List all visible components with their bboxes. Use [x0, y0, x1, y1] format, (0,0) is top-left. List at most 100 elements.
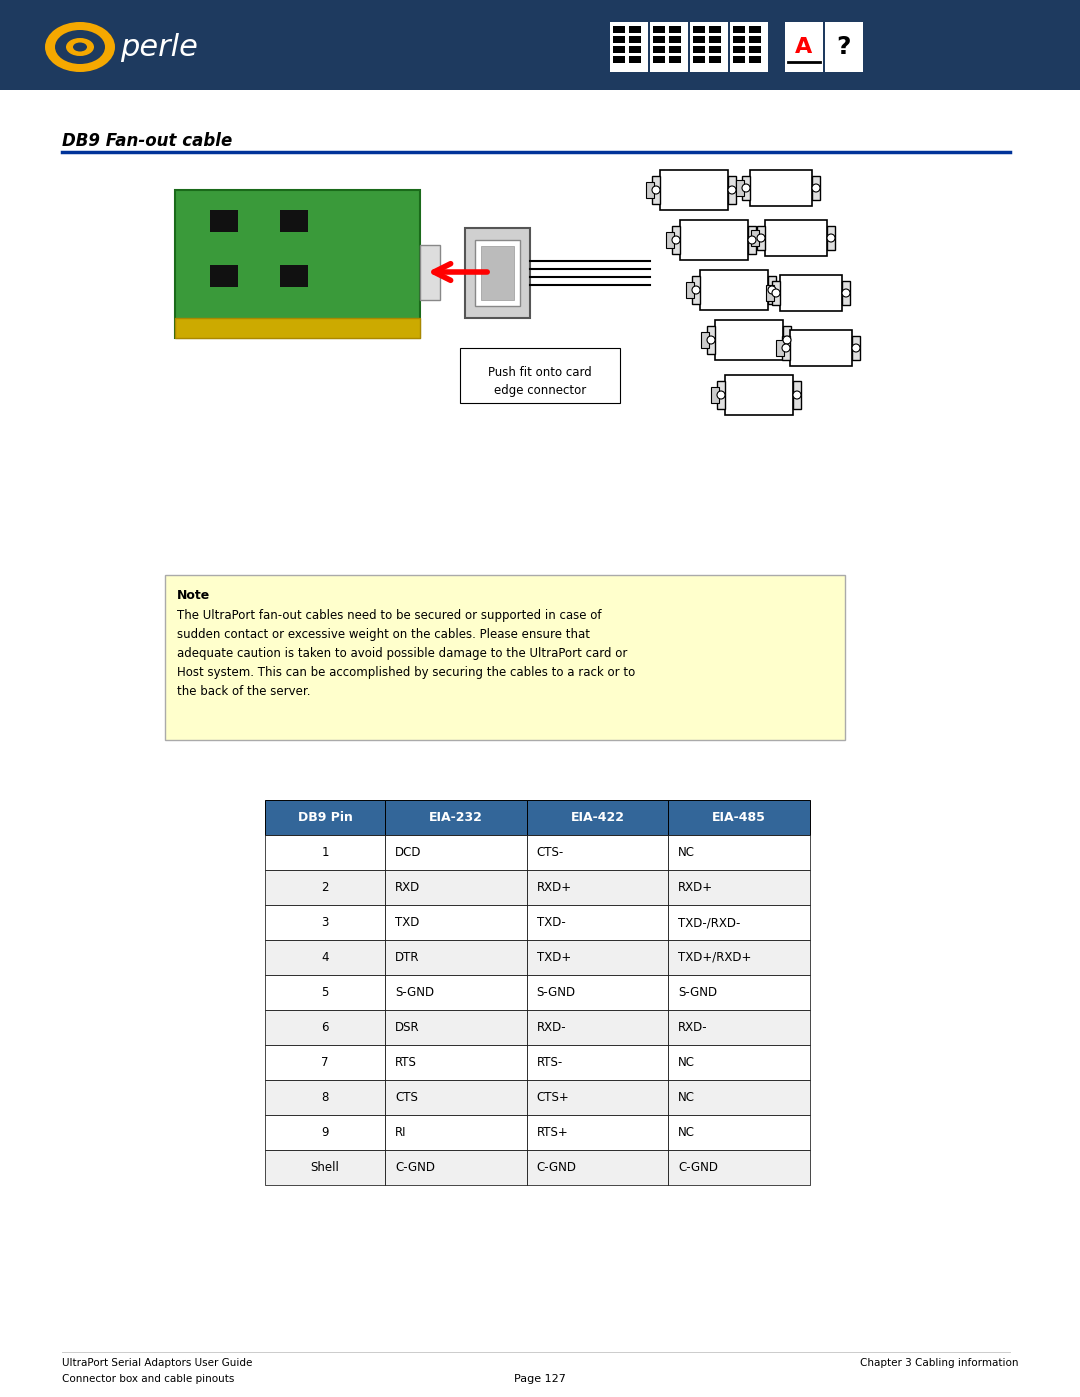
- Bar: [165, 576, 845, 740]
- Bar: [742, 176, 750, 200]
- Bar: [384, 835, 527, 870]
- Bar: [768, 277, 777, 305]
- Bar: [733, 46, 745, 53]
- Bar: [265, 870, 384, 905]
- Bar: [384, 1080, 527, 1115]
- Bar: [690, 22, 728, 73]
- Text: 9: 9: [321, 1126, 328, 1139]
- Bar: [693, 27, 705, 34]
- Bar: [669, 1010, 810, 1045]
- Bar: [700, 270, 768, 310]
- Ellipse shape: [692, 286, 700, 293]
- Text: TXD-: TXD-: [537, 916, 565, 929]
- Bar: [789, 330, 852, 366]
- Bar: [420, 244, 440, 300]
- Bar: [793, 381, 801, 409]
- Bar: [265, 1080, 384, 1115]
- Bar: [827, 226, 835, 250]
- Bar: [669, 1045, 810, 1080]
- Text: DB9 Pin: DB9 Pin: [297, 812, 352, 824]
- Bar: [384, 940, 527, 975]
- Bar: [0, 0, 1080, 89]
- Bar: [629, 36, 642, 43]
- Ellipse shape: [783, 337, 791, 344]
- Text: 1: 1: [321, 847, 328, 859]
- Bar: [757, 226, 765, 250]
- Ellipse shape: [66, 38, 94, 56]
- Bar: [782, 337, 789, 360]
- Bar: [384, 1045, 527, 1080]
- Bar: [693, 36, 705, 43]
- Bar: [653, 36, 665, 43]
- Text: Chapter 3 Cabling information: Chapter 3 Cabling information: [860, 1358, 1018, 1368]
- Bar: [527, 1045, 669, 1080]
- Bar: [733, 27, 745, 34]
- Bar: [527, 870, 669, 905]
- Text: RXD-: RXD-: [537, 1021, 566, 1034]
- Text: EIA-232: EIA-232: [429, 812, 483, 824]
- Text: S-GND: S-GND: [537, 986, 576, 999]
- Ellipse shape: [748, 236, 756, 244]
- Bar: [669, 835, 810, 870]
- Text: 2: 2: [321, 882, 328, 894]
- Bar: [669, 36, 681, 43]
- Text: S-GND: S-GND: [395, 986, 434, 999]
- Text: TXD: TXD: [395, 916, 419, 929]
- Bar: [708, 46, 721, 53]
- Bar: [384, 870, 527, 905]
- Bar: [708, 56, 721, 63]
- Ellipse shape: [45, 22, 114, 73]
- Bar: [701, 332, 708, 348]
- Bar: [772, 281, 780, 305]
- Text: NC: NC: [678, 1056, 696, 1069]
- Text: RXD+: RXD+: [678, 882, 714, 894]
- Ellipse shape: [73, 42, 87, 52]
- Text: A: A: [795, 36, 812, 57]
- Bar: [686, 282, 694, 298]
- Ellipse shape: [782, 344, 789, 352]
- Bar: [812, 176, 820, 200]
- Text: C-GND: C-GND: [395, 1161, 435, 1173]
- Text: RTS+: RTS+: [537, 1126, 568, 1139]
- Bar: [692, 277, 700, 305]
- Text: UltraPort Serial Adaptors User Guide: UltraPort Serial Adaptors User Guide: [62, 1358, 253, 1368]
- Bar: [384, 1010, 527, 1045]
- Text: edge connector: edge connector: [494, 384, 586, 397]
- Text: NC: NC: [678, 1091, 696, 1104]
- Ellipse shape: [55, 29, 105, 64]
- Text: C-GND: C-GND: [537, 1161, 577, 1173]
- Bar: [653, 46, 665, 53]
- Bar: [733, 56, 745, 63]
- Bar: [265, 835, 384, 870]
- Bar: [527, 940, 669, 975]
- Text: EIA-485: EIA-485: [712, 812, 766, 824]
- Bar: [384, 975, 527, 1010]
- Bar: [669, 1080, 810, 1115]
- Text: 6: 6: [321, 1021, 328, 1034]
- Text: ?: ?: [837, 35, 851, 59]
- Text: NC: NC: [678, 847, 696, 859]
- Text: RTS: RTS: [395, 1056, 417, 1069]
- Bar: [711, 387, 719, 402]
- Bar: [629, 46, 642, 53]
- Text: Shell: Shell: [311, 1161, 339, 1173]
- Bar: [280, 210, 308, 232]
- Bar: [785, 22, 823, 73]
- Text: DSR: DSR: [395, 1021, 419, 1034]
- Bar: [672, 226, 680, 254]
- Bar: [765, 219, 827, 256]
- Bar: [669, 27, 681, 34]
- Bar: [750, 56, 761, 63]
- Bar: [629, 56, 642, 63]
- Bar: [715, 320, 783, 360]
- Text: DTR: DTR: [395, 951, 419, 964]
- Text: EIA-422: EIA-422: [570, 812, 624, 824]
- Bar: [527, 905, 669, 940]
- Text: perle: perle: [120, 32, 198, 61]
- Bar: [384, 905, 527, 940]
- Text: 4: 4: [321, 951, 328, 964]
- Bar: [783, 326, 791, 353]
- Bar: [527, 1150, 669, 1185]
- Bar: [527, 1080, 669, 1115]
- Bar: [750, 46, 761, 53]
